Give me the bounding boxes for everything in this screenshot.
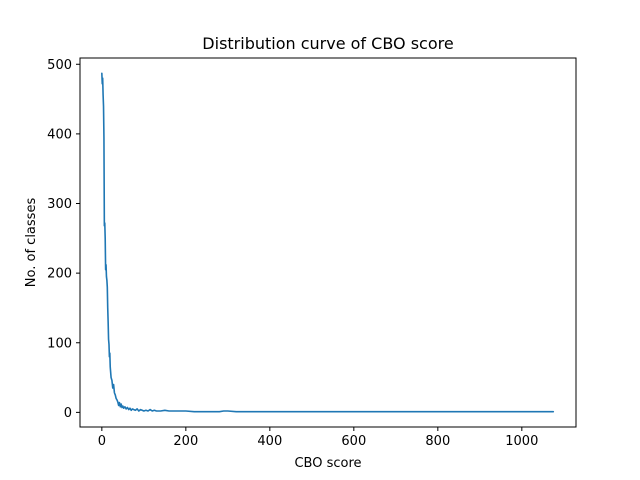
y-tick-label: 100 [47, 336, 72, 351]
x-tick-label: 1000 [505, 434, 538, 449]
series-line-0 [101, 72, 555, 413]
y-tick-label: 300 [47, 197, 72, 212]
x-tick-label: 800 [425, 434, 450, 449]
y-tick-label: 500 [47, 58, 72, 73]
y-tick-label: 200 [47, 267, 72, 282]
plot-area [80, 58, 576, 427]
x-tick-label: 200 [173, 434, 198, 449]
plot-frame [79, 57, 577, 428]
y-tick-label: 0 [64, 406, 72, 421]
y-axis-ticks: 0 100 200 300 400 500 [47, 58, 80, 421]
y-axis-label: No. of classes [24, 198, 39, 288]
chart-title: Distribution curve of CBO score [202, 34, 453, 53]
x-axis-ticks: 0 200 400 600 800 1000 [98, 427, 538, 449]
x-tick-label: 600 [341, 434, 366, 449]
series-layer [101, 72, 555, 413]
x-tick-label: 0 [98, 434, 106, 449]
y-tick-label: 400 [47, 127, 72, 142]
x-tick-label: 400 [257, 434, 282, 449]
x-axis-label: CBO score [294, 456, 361, 471]
